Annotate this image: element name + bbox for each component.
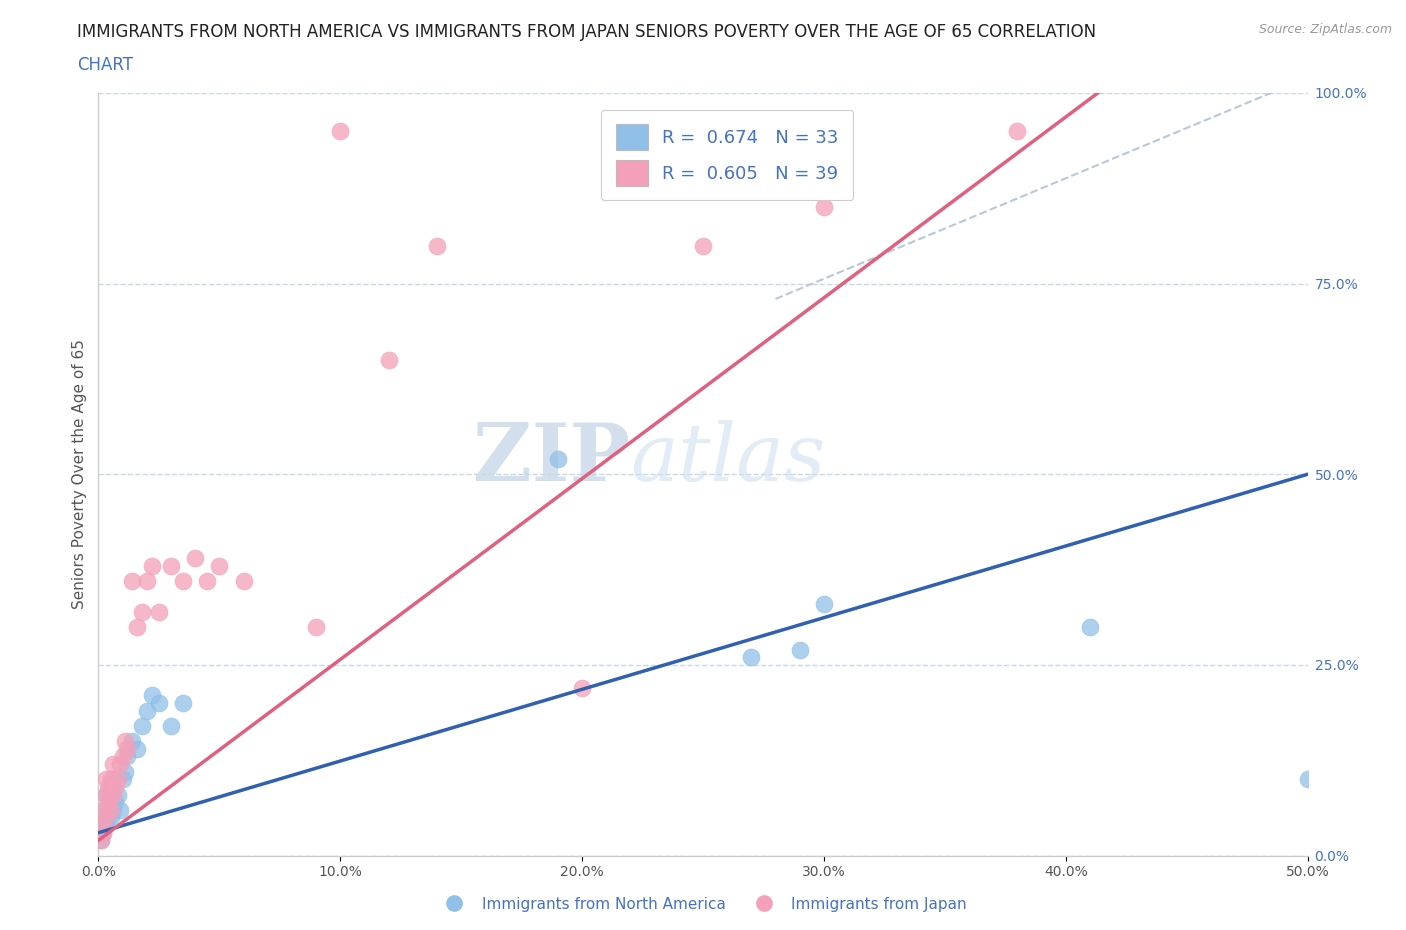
Point bbox=[813, 200, 835, 215]
Point bbox=[114, 764, 136, 779]
Point bbox=[121, 574, 143, 589]
Point bbox=[100, 772, 122, 787]
Point bbox=[329, 124, 352, 139]
Point bbox=[172, 696, 194, 711]
Point bbox=[100, 803, 122, 817]
Point bbox=[740, 650, 762, 665]
Point bbox=[108, 803, 131, 817]
Point bbox=[101, 757, 124, 772]
Point bbox=[91, 825, 114, 840]
Point bbox=[131, 604, 153, 619]
Point bbox=[101, 787, 124, 802]
Point bbox=[131, 719, 153, 734]
Y-axis label: Seniors Poverty Over the Age of 65: Seniors Poverty Over the Age of 65 bbox=[72, 339, 87, 609]
Point bbox=[208, 558, 231, 573]
Point bbox=[117, 749, 139, 764]
Point bbox=[184, 551, 207, 565]
Point bbox=[127, 619, 149, 634]
Point bbox=[692, 238, 714, 253]
Point bbox=[426, 238, 449, 253]
Point bbox=[108, 757, 131, 772]
Point bbox=[571, 681, 593, 696]
Point bbox=[90, 817, 112, 832]
Text: Source: ZipAtlas.com: Source: ZipAtlas.com bbox=[1258, 23, 1392, 36]
Text: ZIP: ZIP bbox=[474, 420, 630, 498]
Point bbox=[100, 810, 122, 825]
Point bbox=[107, 787, 129, 802]
Point bbox=[91, 803, 114, 817]
Point bbox=[135, 703, 157, 718]
Text: IMMIGRANTS FROM NORTH AMERICA VS IMMIGRANTS FROM JAPAN SENIORS POVERTY OVER THE : IMMIGRANTS FROM NORTH AMERICA VS IMMIGRA… bbox=[77, 23, 1097, 41]
Point bbox=[94, 772, 117, 787]
Point bbox=[97, 795, 120, 810]
Text: CHART: CHART bbox=[77, 56, 134, 73]
Point bbox=[90, 833, 112, 848]
Legend: R =  0.674   N = 33, R =  0.605   N = 39: R = 0.674 N = 33, R = 0.605 N = 39 bbox=[602, 110, 853, 201]
Point bbox=[195, 574, 218, 589]
Point bbox=[91, 825, 114, 840]
Point bbox=[97, 795, 120, 810]
Point bbox=[90, 817, 112, 832]
Point bbox=[127, 741, 149, 756]
Point bbox=[94, 810, 117, 825]
Point bbox=[90, 833, 112, 848]
Point bbox=[97, 779, 120, 794]
Point bbox=[121, 734, 143, 749]
Point bbox=[101, 803, 124, 817]
Point bbox=[1296, 772, 1319, 787]
Point bbox=[377, 352, 399, 367]
Point bbox=[141, 558, 163, 573]
Point bbox=[1007, 124, 1029, 139]
Point bbox=[117, 741, 139, 756]
Point bbox=[94, 787, 117, 802]
Point bbox=[813, 596, 835, 611]
Point bbox=[107, 772, 129, 787]
Point bbox=[111, 749, 134, 764]
Point bbox=[1078, 619, 1101, 634]
Point bbox=[232, 574, 254, 589]
Point bbox=[97, 810, 120, 825]
Point bbox=[148, 696, 170, 711]
Point bbox=[160, 719, 183, 734]
Point bbox=[94, 803, 117, 817]
Point bbox=[114, 734, 136, 749]
Point bbox=[91, 810, 114, 825]
Point bbox=[94, 787, 117, 802]
Point bbox=[172, 574, 194, 589]
Point bbox=[160, 558, 183, 573]
Legend: Immigrants from North America, Immigrants from Japan: Immigrants from North America, Immigrant… bbox=[433, 891, 973, 918]
Point bbox=[141, 688, 163, 703]
Point bbox=[101, 772, 124, 787]
Point bbox=[305, 619, 328, 634]
Point bbox=[104, 795, 127, 810]
Point bbox=[100, 779, 122, 794]
Point bbox=[148, 604, 170, 619]
Point bbox=[94, 817, 117, 832]
Point bbox=[135, 574, 157, 589]
Point bbox=[111, 772, 134, 787]
Text: atlas: atlas bbox=[630, 420, 825, 498]
Point bbox=[104, 779, 127, 794]
Point bbox=[547, 452, 569, 467]
Point bbox=[789, 643, 811, 658]
